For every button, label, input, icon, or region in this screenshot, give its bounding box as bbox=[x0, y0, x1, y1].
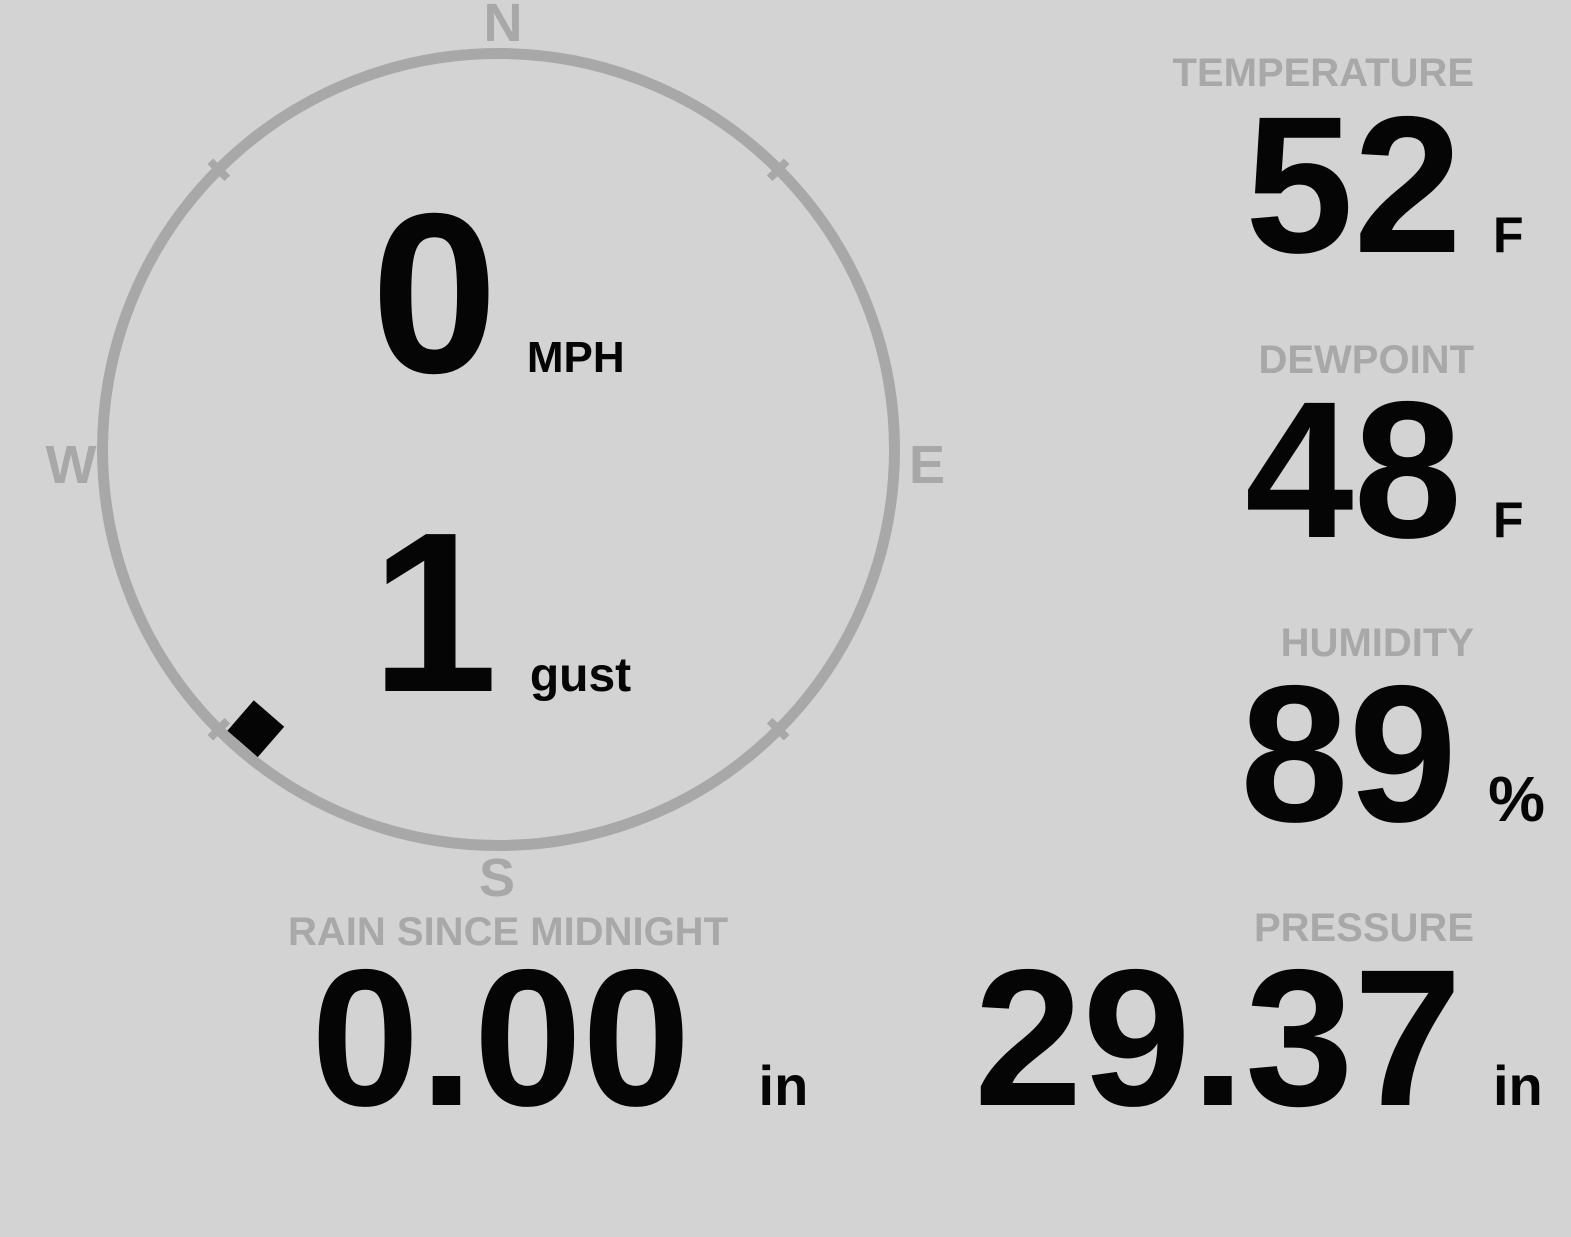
pressure-unit: in bbox=[1493, 1054, 1543, 1117]
humidity-value: 89 bbox=[1240, 645, 1458, 863]
compass-label-south: S bbox=[478, 848, 516, 908]
wind-compass: N E S W 0 MPH 1 gust bbox=[46, 0, 946, 905]
wind-gust-row: 1 gust bbox=[371, 499, 631, 727]
temperature-unit: F bbox=[1493, 207, 1524, 263]
compass-graphic bbox=[97, 48, 900, 851]
temperature-label: TEMPERATURE bbox=[1172, 51, 1474, 95]
humidity-unit: % bbox=[1488, 763, 1545, 835]
compass-tick-nw bbox=[207, 158, 231, 182]
rain-unit: in bbox=[758, 1054, 809, 1117]
pressure-label: PRESSURE bbox=[1253, 906, 1474, 950]
rain-reading: 0.00 in bbox=[311, 941, 811, 1136]
wind-speed-value: 0 bbox=[371, 167, 498, 421]
dewpoint-label: DEWPOINT bbox=[1258, 338, 1474, 382]
wind-direction-marker bbox=[227, 700, 285, 758]
wind-speed-row: 0 MPH bbox=[371, 180, 625, 408]
humidity-label: HUMIDITY bbox=[1280, 621, 1474, 665]
compass-label-north: N bbox=[483, 0, 523, 53]
compass-tick-sw bbox=[207, 717, 231, 741]
pressure-value: 29.37 bbox=[974, 929, 1462, 1147]
compass-label-east: E bbox=[908, 435, 946, 495]
temperature-reading: 52 F bbox=[1245, 88, 1545, 283]
dewpoint-unit: F bbox=[1493, 492, 1524, 548]
wind-gust-value: 1 bbox=[371, 486, 498, 740]
temperature-value: 52 bbox=[1245, 76, 1462, 294]
compass-label-west: W bbox=[45, 435, 97, 495]
pressure-reading: 29.37 in bbox=[974, 941, 1545, 1136]
compass-tick-ne bbox=[766, 158, 790, 182]
dewpoint-value: 48 bbox=[1245, 361, 1462, 579]
wind-gust-unit: gust bbox=[529, 649, 632, 702]
rain-value: 0.00 bbox=[311, 929, 691, 1147]
compass-ring bbox=[97, 48, 900, 851]
humidity-reading: 89 % bbox=[1240, 657, 1545, 852]
dewpoint-reading: 48 F bbox=[1245, 373, 1545, 568]
wind-speed-unit: MPH bbox=[526, 333, 625, 382]
compass-tick-se bbox=[766, 717, 790, 741]
rain-label: RAIN SINCE MIDNIGHT bbox=[288, 910, 728, 954]
